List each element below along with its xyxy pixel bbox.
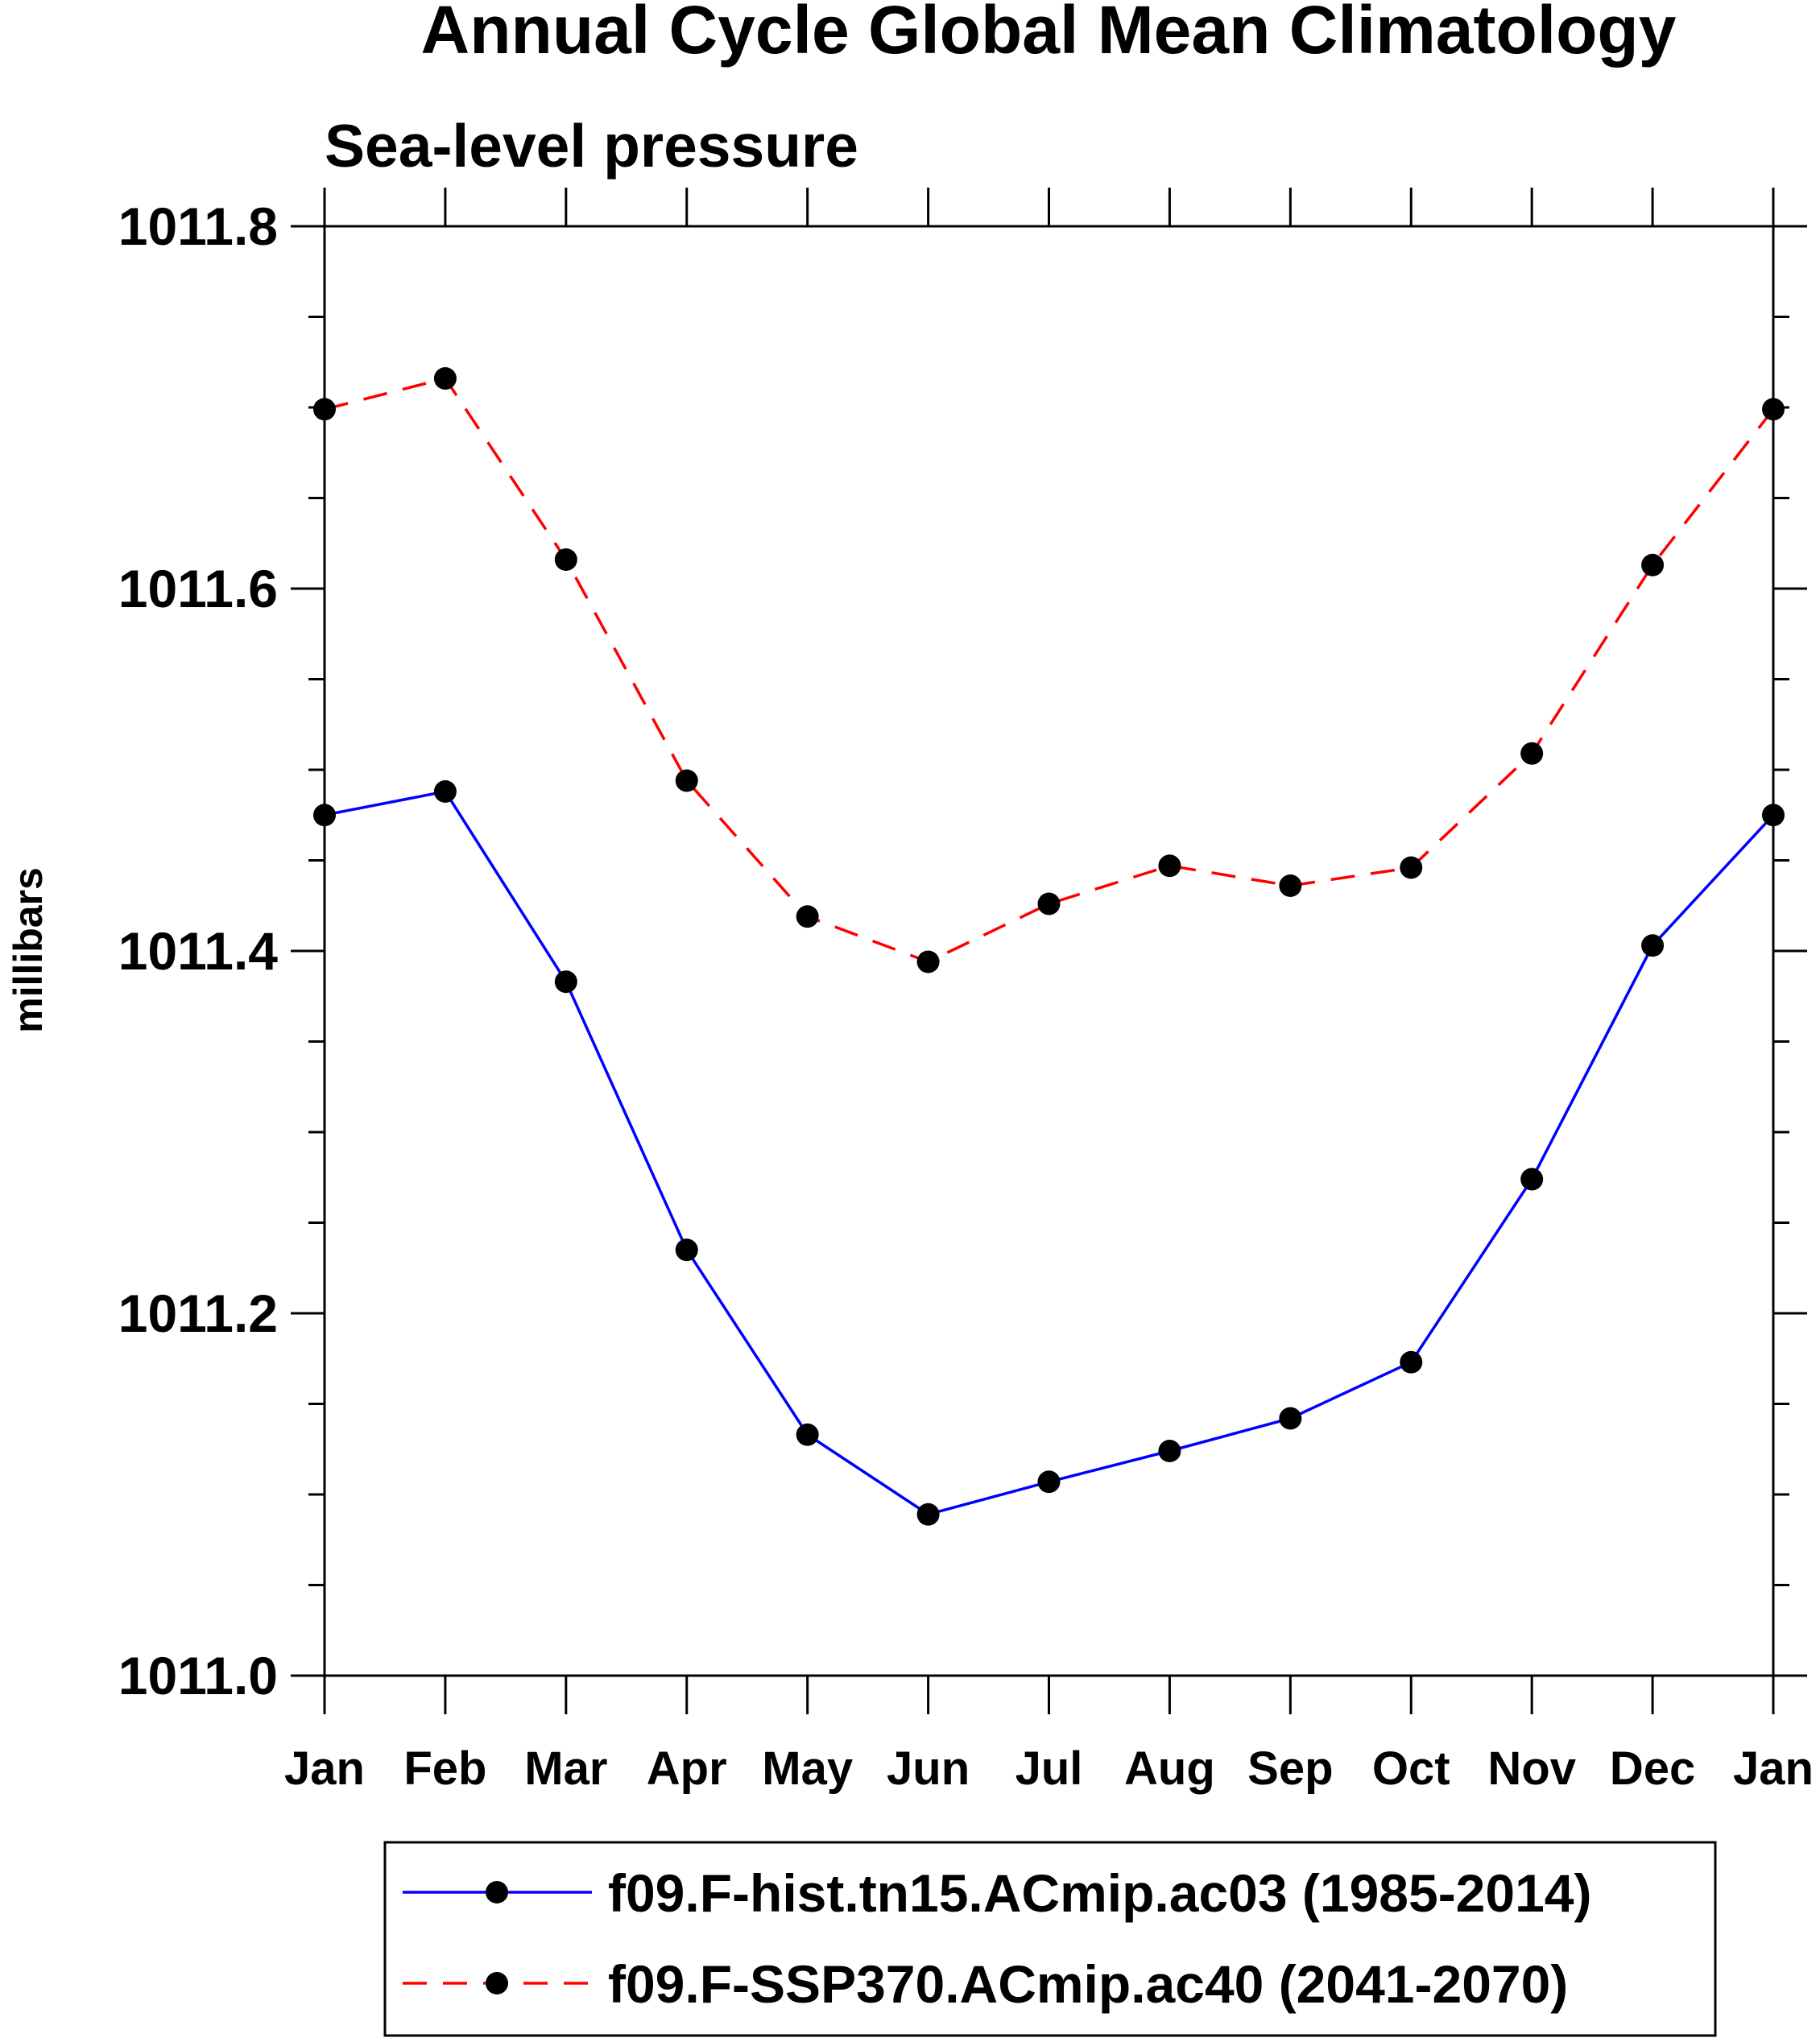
x-tick-label: Apr [647, 1742, 727, 1795]
plot-frame [323, 225, 1775, 1677]
x-tick-label: Jan [284, 1742, 365, 1795]
data-point [916, 1503, 940, 1526]
data-point [1641, 934, 1665, 957]
legend-marker [486, 1881, 508, 1904]
legend-label: f09.F-hist.tn15.ACmip.ac03 (1985-2014) [608, 1863, 1591, 1923]
data-point [433, 780, 457, 803]
x-tick-label: Jul [1015, 1742, 1083, 1795]
data-point [1400, 856, 1423, 879]
y-tick-label: 1011.0 [118, 1646, 278, 1705]
x-tick-label: Mar [524, 1742, 607, 1795]
data-point [1762, 804, 1785, 827]
x-tick-label: Aug [1124, 1742, 1215, 1795]
legend: f09.F-hist.tn15.ACmip.ac03 (1985-2014) f0… [383, 1841, 1717, 2037]
data-point [916, 950, 940, 973]
data-point [554, 970, 577, 994]
data-point [1641, 553, 1665, 577]
x-tick-label: Nov [1487, 1742, 1576, 1795]
data-point [313, 398, 336, 421]
data-point [433, 367, 457, 390]
data-point [554, 548, 577, 571]
data-point [1037, 892, 1061, 916]
data-point [313, 804, 336, 827]
x-tick-label: Dec [1610, 1742, 1695, 1795]
data-point [1037, 1470, 1061, 1494]
legend-box [383, 1841, 1717, 2037]
y-axis-label: millibars [6, 867, 51, 1033]
legend-item: f09.F-hist.tn15.ACmip.ac03 (1985-2014) [403, 1863, 1591, 1923]
x-tick-label: Feb [403, 1742, 486, 1795]
data-point [1520, 742, 1544, 765]
data-point [1279, 874, 1302, 897]
legend-item: f09.F-SSP370.ACmip.ac40 (2041-2070) [403, 1954, 1568, 2014]
chart-title: Annual Cycle Global Mean Climatology [421, 0, 1677, 68]
series-1 [313, 780, 1785, 1526]
x-tick-label: Sep [1247, 1742, 1333, 1795]
data-point [1158, 1440, 1181, 1462]
x-tick-label: May [762, 1742, 853, 1795]
y-tick-label: 1011.2 [118, 1283, 278, 1343]
data-point [1520, 1168, 1544, 1191]
data-point [675, 1238, 698, 1262]
axes: 1011.0 1011.2 1011.4 1011.6 1011.8 Jan Feb Mar A… [118, 188, 1814, 1795]
data-point [1279, 1407, 1302, 1430]
chart-subtitle: Sea-level pressure [325, 112, 858, 180]
data-point [1158, 854, 1181, 878]
y-tick-label: 1011.8 [118, 196, 278, 256]
y-tick-label: 1011.6 [118, 559, 278, 618]
series-2 [313, 367, 1785, 973]
data-point [1400, 1350, 1423, 1374]
data-point [675, 769, 698, 792]
y-tick-label: 1011.4 [118, 921, 279, 981]
x-tick-label: Jan [1733, 1742, 1814, 1795]
legend-marker [486, 1972, 508, 1994]
data-point [1762, 398, 1785, 421]
data-point [796, 1423, 819, 1446]
x-tick-label: Oct [1372, 1742, 1450, 1795]
series-group [313, 367, 1785, 1526]
x-tick-label: Jun [887, 1742, 970, 1795]
legend-label: f09.F-SSP370.ACmip.ac40 (2041-2070) [608, 1954, 1568, 2014]
data-point [796, 905, 819, 928]
series-line [324, 377, 1775, 964]
